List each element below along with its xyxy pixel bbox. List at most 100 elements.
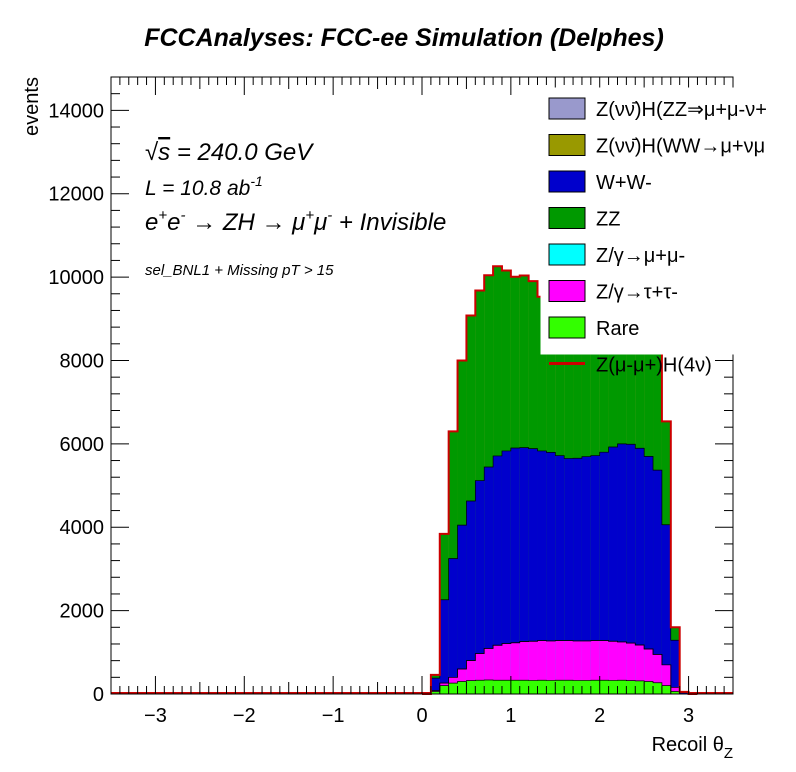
bar-rare [439,685,449,694]
bar-z [528,641,538,694]
bar-w-w [537,450,547,694]
bar-w-w [617,443,627,694]
legend-label: Z/γ→μ+μ- [596,245,685,267]
bar-rare [608,680,618,694]
bar-w-w [670,640,680,694]
x-tick-label: 1 [505,705,516,727]
bar-w-w [466,500,476,694]
chart-title: FCCAnalyses: FCC-ee Simulation (Delphes) [144,24,664,52]
bar-rare [564,680,574,694]
bar-rare [457,681,467,694]
bar-z [493,645,502,694]
legend-swatch [548,280,586,302]
x-tick-label: 3 [683,705,694,727]
bar-z [510,642,520,694]
bar-rare [484,680,494,694]
bar-z [573,640,582,694]
bar-w-w [635,448,645,694]
bar-rare [501,680,511,694]
legend-swatch [548,97,586,120]
bar-rare [475,680,485,694]
bar-rare [590,680,600,694]
legend-label: ZZ [596,209,620,231]
bar-rare [653,682,662,694]
bar-z [644,648,654,694]
y-tick-label: 12000 [48,184,104,206]
bar-rare [555,680,565,694]
legend-swatch [548,243,586,266]
bar-w-w [528,448,538,694]
bar-w-w [573,458,582,694]
bar-rare [493,680,502,694]
bar-w-w [448,558,458,694]
bar-w-w [644,456,654,694]
legend-label: W+W- [596,172,652,194]
y-tick-labels: 0 2000 4000 6000 8000 10000 12000 14000 [48,100,104,706]
bar-w-w [555,455,565,694]
bar-w-w [475,480,485,694]
bar-w-w [430,678,440,694]
legend-label: Z(νν̄)H(WW→μ+νμ [596,136,765,158]
bar-z [466,660,476,694]
bar-z [670,687,680,694]
legend-swatch [548,170,586,193]
bar-rare [546,680,556,694]
legend-swatch [548,207,586,229]
bar-z [626,643,636,694]
x-tick-label: −3 [144,705,167,727]
bar-rare [635,680,645,694]
bar-w-w [626,444,636,694]
legend-swatch [548,134,586,156]
bar-z [617,641,627,694]
bar-rare [573,680,582,694]
bar-rare [661,685,671,694]
bar-w-w [599,452,609,694]
bar-w-w [493,455,502,694]
bar-w-w [581,456,591,694]
bar-rare [466,680,476,694]
bar-w-w [590,455,600,694]
process-label: e+e- → ZH → μ+μ- + Invisible [145,207,446,236]
bar-rare [644,681,654,694]
layer-outline [422,679,698,695]
bar-rare [448,683,458,694]
bar-z [519,641,529,694]
series-rare [430,680,680,694]
bar-rare [510,680,520,694]
bar-rare [519,680,529,694]
bar-rare [617,680,627,694]
bar-w-w [608,446,618,694]
bar-w-w [501,450,511,694]
luminosity-label: L = 10.8 ab-1 [145,173,263,200]
bar-w-w [457,525,467,694]
bar-w-w [546,452,556,694]
y-tick-label: 10000 [48,267,104,289]
bar-z [599,640,609,694]
legend-label: Z(νν̄)H(ZZ⇒μ+μ-ν+ [596,99,767,121]
y-tick-label: 4000 [60,517,105,539]
legend-label: Rare [596,318,639,340]
bar-rare [537,680,547,694]
legend: Z(νν̄)H(ZZ⇒μ+μ-ν+ Z(νν̄)H(WW→μ+νμ W+W- ZZ Z/… [540,87,767,377]
x-tick-labels: −3 −2 −1 0 1 2 3 [144,705,694,727]
bar-rare [670,691,680,694]
y-tick-label: 0 [93,684,104,706]
y-axis-title: events [21,77,43,136]
bar-z [608,641,618,694]
series-w-w [430,443,689,694]
bar-rare [430,691,440,694]
bar-w-w [653,470,662,694]
y-tick-label: 8000 [60,350,105,372]
legend-label: Z/γ→τ+τ- [596,282,678,304]
legend-label: Z(μ-μ+)H(4ν) [596,355,712,377]
annotations: √s = 240.0 GeV L = 10.8 ab-1 e+e- → ZH →… [145,139,446,279]
y-tick-label: 14000 [48,100,104,122]
bar-w-w [564,458,574,694]
bar-z [635,645,645,694]
x-tick-label: 2 [594,705,605,727]
layer-outline [422,640,698,695]
x-tick-label: −1 [322,705,345,727]
bar-z [546,640,556,694]
bar-w-w [661,524,671,694]
bar-rare [528,680,538,694]
